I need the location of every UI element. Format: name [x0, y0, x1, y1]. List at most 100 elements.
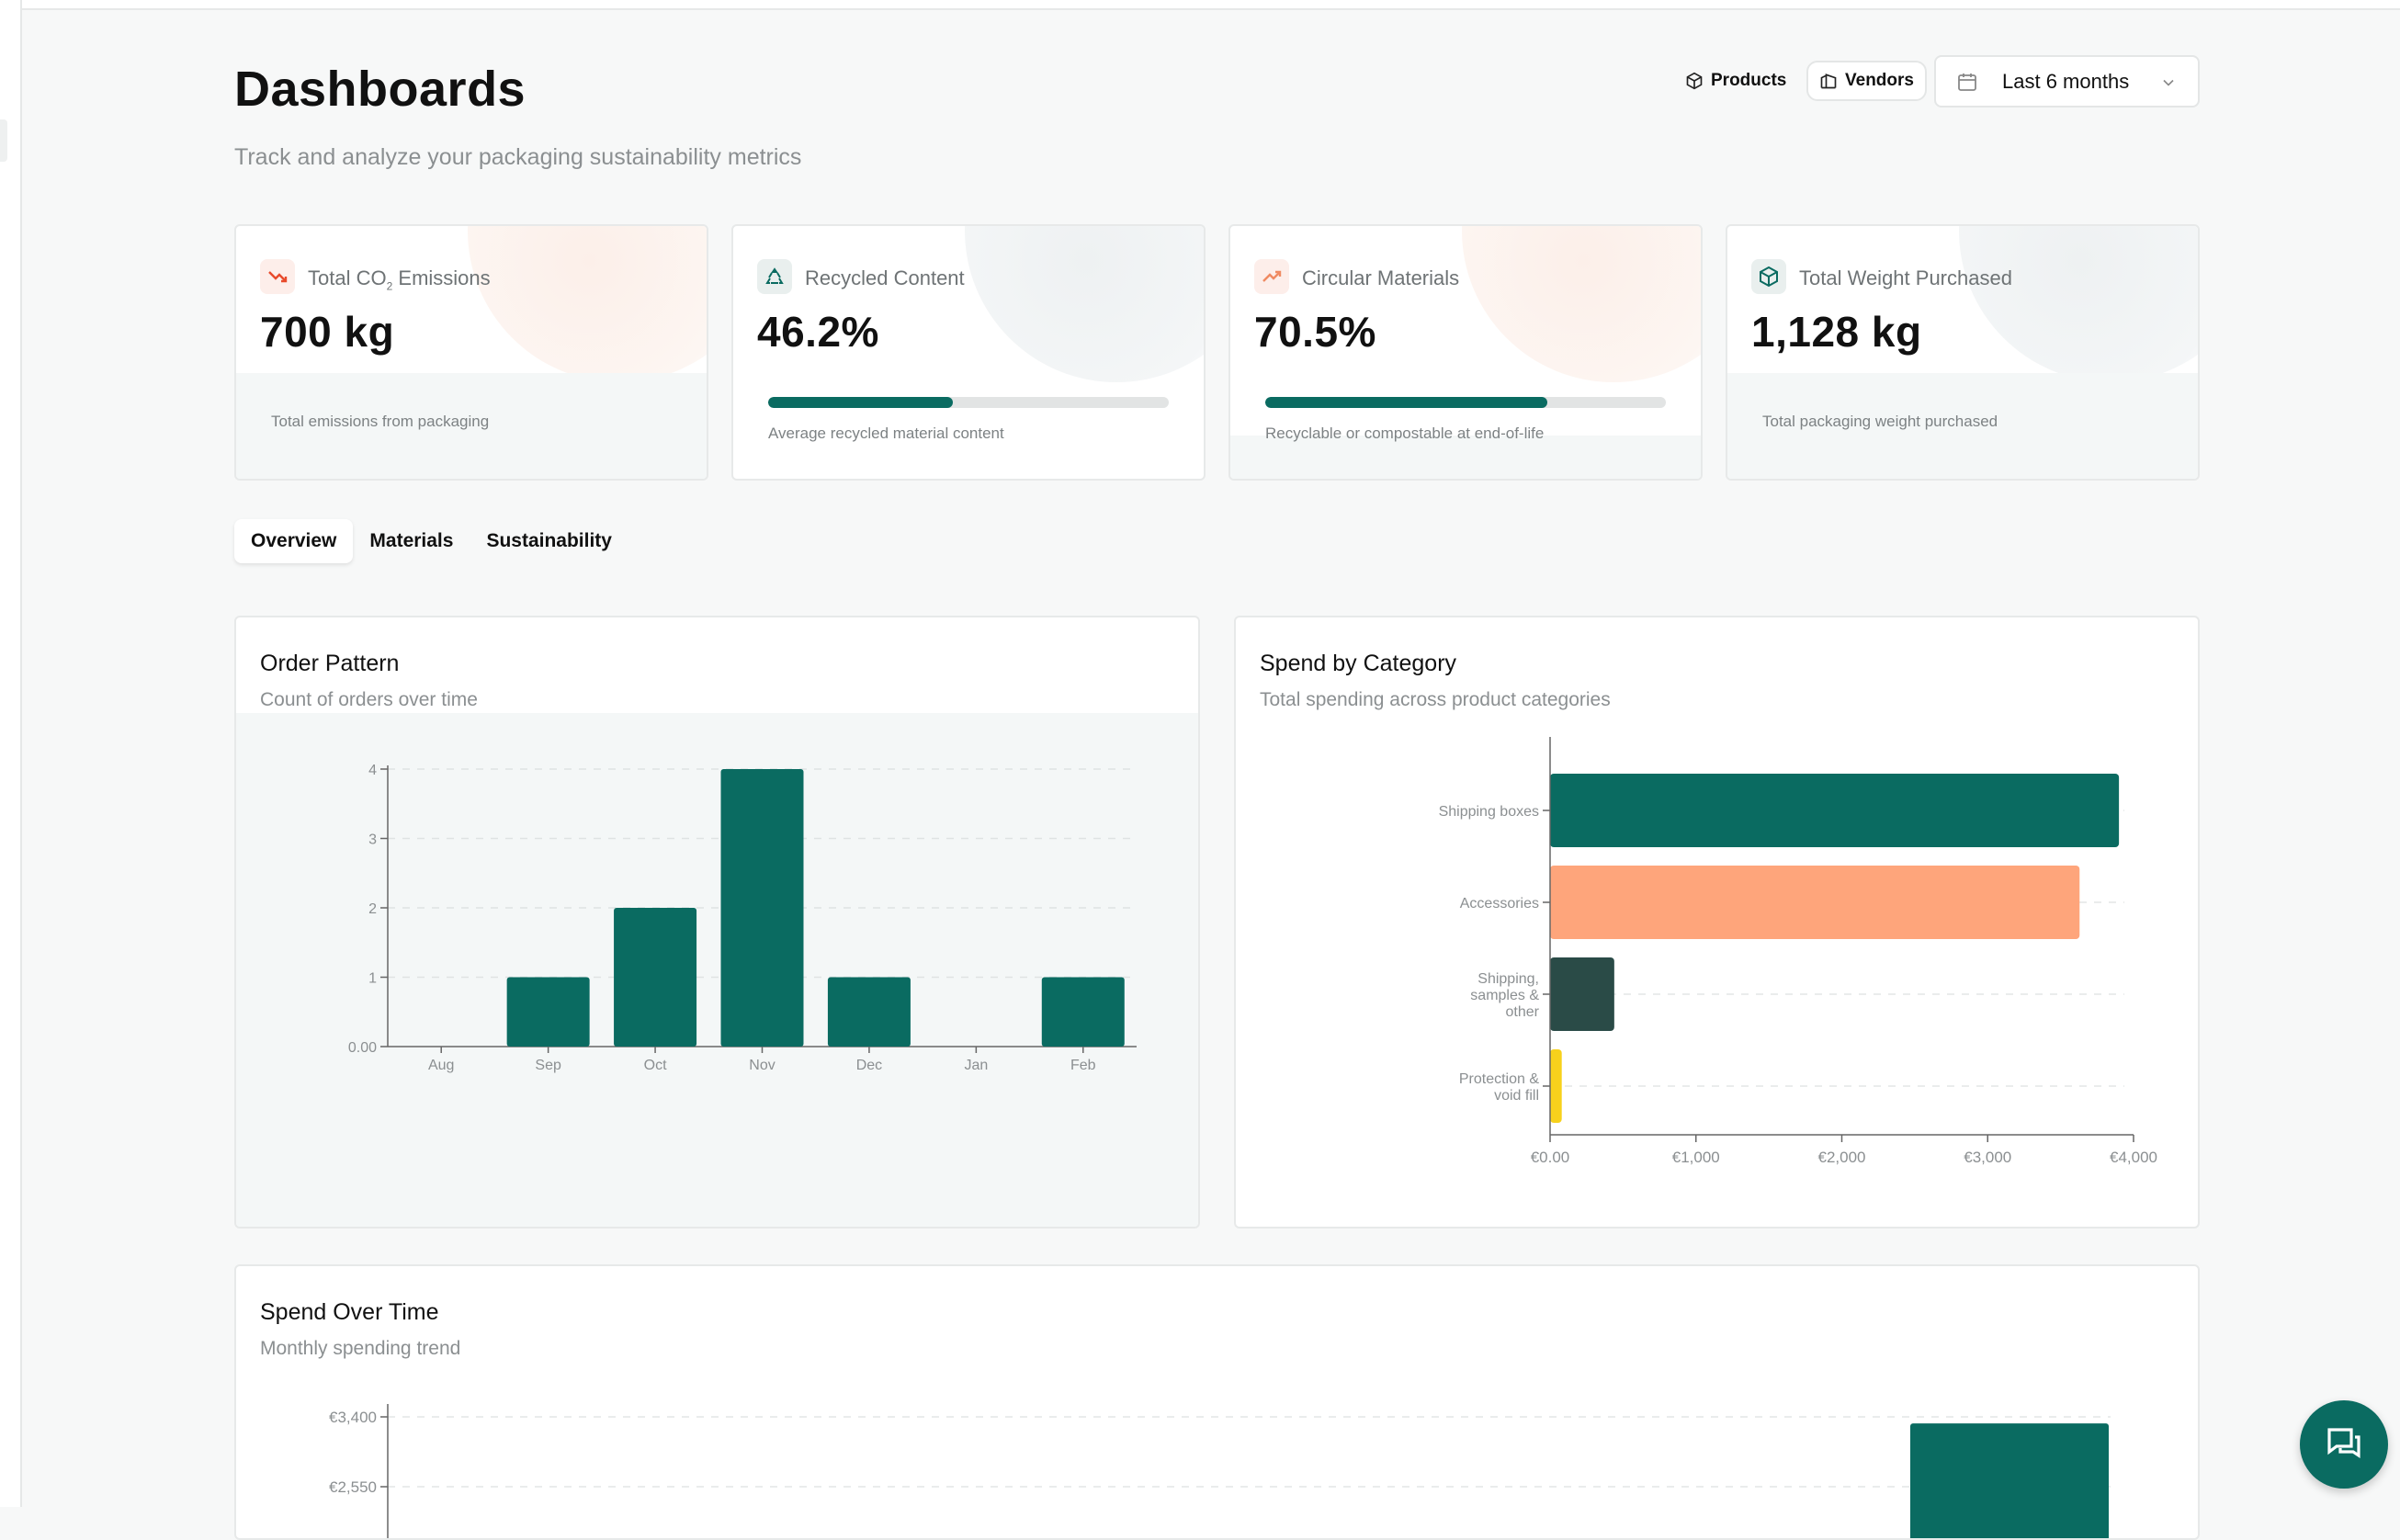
- trend-up-icon: [1254, 259, 1289, 294]
- y-tick-label: Shipping,: [1477, 971, 1539, 987]
- bar-category: [1550, 866, 2080, 939]
- left-sidebar: [0, 0, 22, 1507]
- card-tint: [236, 372, 707, 479]
- products-filter-button[interactable]: Products: [1672, 61, 1799, 101]
- card-decoration: [965, 226, 1204, 382]
- bar-sep: [506, 977, 590, 1047]
- metric-value: 700 kg: [260, 308, 395, 356]
- tab-materials[interactable]: Materials: [369, 530, 454, 551]
- chart-background: [236, 713, 1198, 1227]
- sidebar-handle[interactable]: [0, 119, 7, 162]
- y-tick-label: €2,550: [329, 1478, 377, 1496]
- dashboard-tabs: Overview Materials Sustainability: [234, 519, 628, 563]
- metric-note: Average recycled material content: [768, 425, 1004, 442]
- bar-category: [1550, 774, 2120, 847]
- spend-category-chart: €0.00 €1,000 €2,000 €3,000 €4,000 Shipping bo…: [1439, 737, 2157, 1166]
- chevron-down-icon: [2163, 79, 2174, 86]
- y-tick-label: other: [1506, 1004, 1540, 1020]
- panel-subtitle: Count of orders over time: [260, 689, 478, 710]
- building-icon: [1820, 74, 1837, 89]
- page-title: Dashboards: [234, 62, 526, 117]
- bar-nov: [720, 769, 804, 1047]
- card-decoration: [468, 226, 707, 382]
- metric-note: Total emissions from packaging: [271, 413, 490, 430]
- x-tick-label: €3,000: [1964, 1149, 2011, 1166]
- spend-category-panel: Spend by Category Total spending across …: [1234, 616, 2200, 1229]
- y-tick-label: 0.00: [348, 1040, 377, 1056]
- x-tick-label: €4,000: [2110, 1149, 2157, 1166]
- metric-label: Recycled Content: [805, 266, 965, 289]
- tab-sustainability[interactable]: Sustainability: [486, 530, 612, 551]
- panel-subtitle: Total spending across product categories: [1260, 689, 1611, 710]
- chat-icon: [2327, 1428, 2360, 1458]
- y-tick-label: 2: [368, 901, 377, 917]
- x-tick-label: €2,000: [1818, 1149, 1866, 1166]
- metric-value: 46.2%: [757, 308, 879, 356]
- x-tick-label: Aug: [428, 1058, 454, 1073]
- y-tick-label: void fill: [1494, 1088, 1539, 1104]
- progress-fill: [768, 397, 954, 408]
- y-tick-label: Accessories: [1460, 896, 1539, 912]
- bar-month: [1910, 1423, 2109, 1538]
- y-tick-label: Shipping boxes: [1439, 804, 1539, 820]
- metric-label: Total Weight Purchased: [1799, 266, 2012, 289]
- metric-label: Circular Materials: [1302, 266, 1460, 289]
- panel-title: Order Pattern: [260, 651, 400, 676]
- metric-note: Recyclable or compostable at end-of-life: [1265, 425, 1545, 442]
- y-tick-label: samples &: [1470, 988, 1539, 1003]
- package-icon: [1686, 72, 1703, 90]
- panel-title: Spend by Category: [1260, 651, 1457, 676]
- date-range-value: Last 6 months: [2002, 69, 2130, 93]
- spend-time-panel: Spend Over Time Monthly spending trend €…: [234, 1264, 2200, 1540]
- metric-label: Total CO2 Emissions: [308, 266, 491, 293]
- spend-time-chart: €3,400 €2,550: [329, 1404, 2111, 1538]
- progress-fill: [1265, 397, 1548, 408]
- order-pattern-panel: Order Pattern Count of orders over time …: [234, 616, 1200, 1229]
- y-tick-label: 4: [368, 763, 377, 778]
- metric-card-weight: Total Weight Purchased 1,128 kg Total pa…: [1726, 224, 2200, 481]
- top-border: [0, 0, 2400, 10]
- bar-category: [1550, 957, 1614, 1031]
- y-tick-label: €3,400: [329, 1409, 377, 1426]
- package-icon: [1751, 259, 1786, 294]
- y-tick-label: 1: [368, 971, 377, 987]
- vendors-filter-button[interactable]: Vendors: [1806, 61, 1927, 101]
- order-pattern-chart: 0.00 1 2 3 4 Aug Sep Oct Nov Dec Jan Feb: [348, 763, 1137, 1073]
- bar-oct: [614, 908, 697, 1047]
- page-subtitle: Track and analyze your packaging sustain…: [234, 144, 802, 170]
- progress-bar: [1265, 397, 1666, 408]
- x-tick-label: Jan: [964, 1058, 988, 1073]
- recycle-icon: [757, 259, 792, 294]
- x-tick-label: €1,000: [1672, 1149, 1720, 1166]
- metric-value: 1,128 kg: [1751, 308, 1922, 356]
- metric-card-emissions: Total CO2 Emissions 700 kg Total emissio…: [234, 224, 708, 481]
- panel-title: Spend Over Time: [260, 1299, 439, 1325]
- metric-note: Total packaging weight purchased: [1762, 413, 1998, 430]
- calendar-icon: [1958, 73, 1976, 91]
- vendors-label: Vendors: [1845, 71, 1914, 90]
- metric-value: 70.5%: [1254, 308, 1376, 356]
- x-tick-label: €0.00: [1531, 1149, 1570, 1166]
- card-tint: [1727, 372, 2198, 479]
- products-label: Products: [1711, 71, 1787, 90]
- x-tick-label: Oct: [644, 1058, 667, 1073]
- y-tick-label: Protection &: [1459, 1071, 1539, 1087]
- x-tick-label: Nov: [749, 1058, 775, 1073]
- bar-dec: [827, 977, 911, 1047]
- bar-feb: [1041, 977, 1125, 1047]
- date-range-select[interactable]: Last 6 months: [1934, 55, 2200, 108]
- x-tick-label: Dec: [856, 1058, 882, 1073]
- tab-overview[interactable]: Overview: [234, 519, 354, 563]
- card-decoration: [1462, 226, 1701, 382]
- trend-down-icon: [260, 259, 295, 294]
- metric-card-recycled: Recycled Content 46.2% Average recycled …: [731, 224, 1206, 481]
- metric-card-circular: Circular Materials 70.5% Recyclable or c…: [1228, 224, 1703, 481]
- x-tick-label: Feb: [1070, 1058, 1096, 1073]
- chat-button[interactable]: [2300, 1400, 2388, 1489]
- progress-bar: [768, 397, 1169, 408]
- y-tick-label: 3: [368, 832, 377, 848]
- card-decoration: [1959, 226, 2198, 382]
- bar-category: [1550, 1049, 1562, 1123]
- x-tick-label: Sep: [535, 1058, 561, 1073]
- panel-subtitle: Monthly spending trend: [260, 1338, 461, 1359]
